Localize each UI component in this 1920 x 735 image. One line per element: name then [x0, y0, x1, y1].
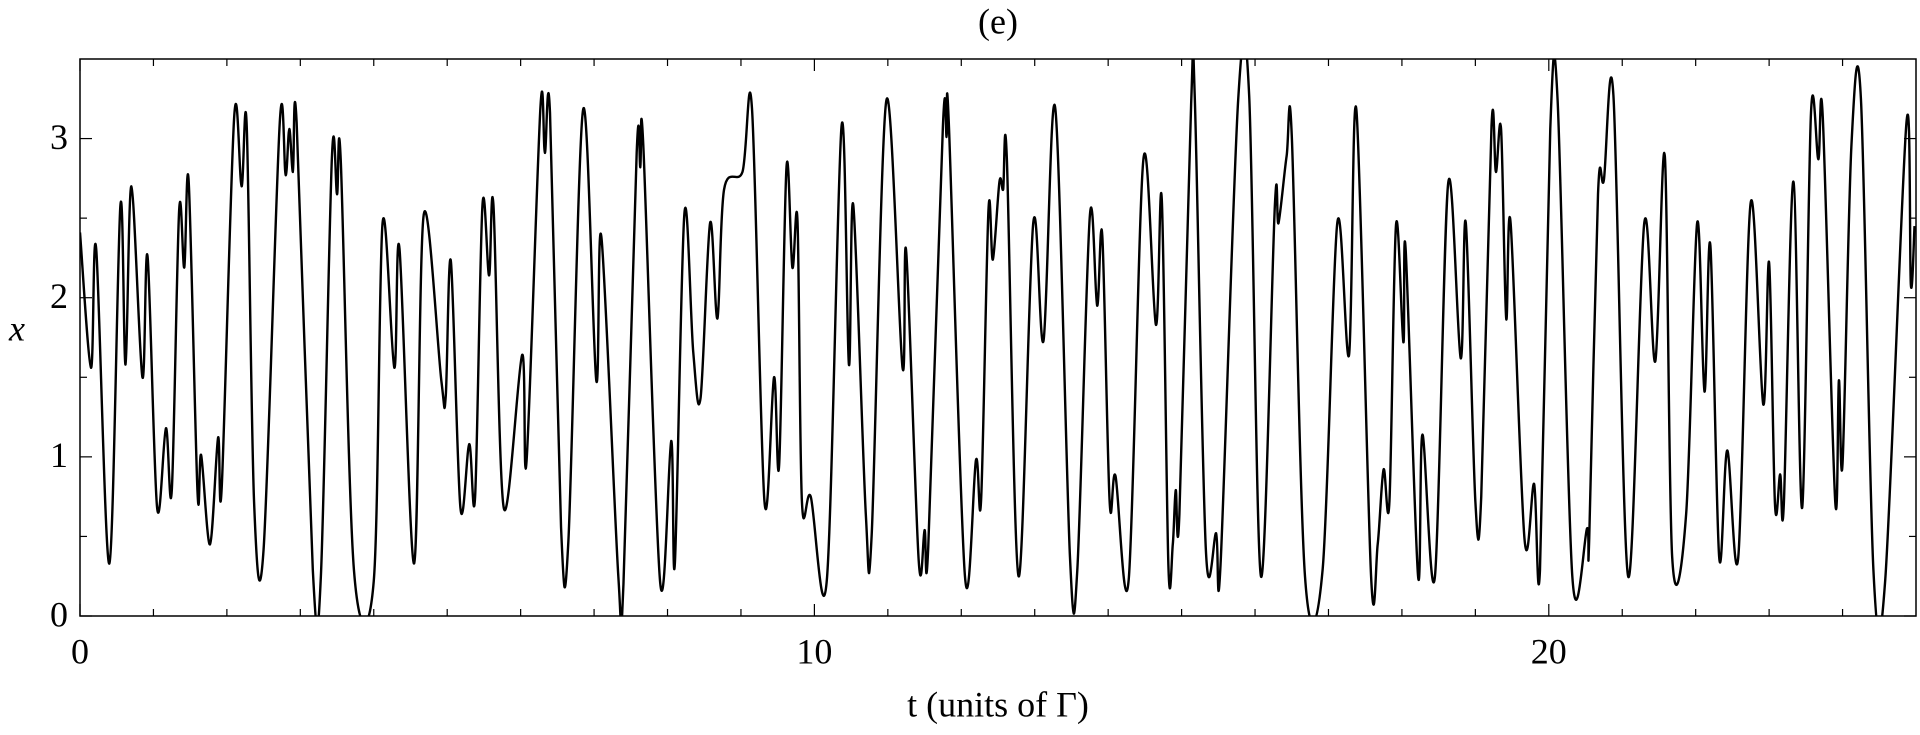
y-tick-label: 3 [50, 117, 68, 157]
y-tick-label: 0 [50, 594, 68, 634]
y-tick-label: 2 [50, 276, 68, 316]
y-axis-label: x [8, 308, 25, 348]
x-tick-label: 20 [1531, 631, 1567, 671]
chart-title: (e) [978, 1, 1018, 41]
data-line [80, 59, 1916, 616]
x-tick-label: 0 [71, 631, 89, 671]
plot-frame [79, 58, 1917, 617]
x-axis-label: t (units of Γ) [907, 684, 1089, 724]
x-tick-label: 10 [796, 631, 832, 671]
y-tick-label: 1 [50, 435, 68, 475]
